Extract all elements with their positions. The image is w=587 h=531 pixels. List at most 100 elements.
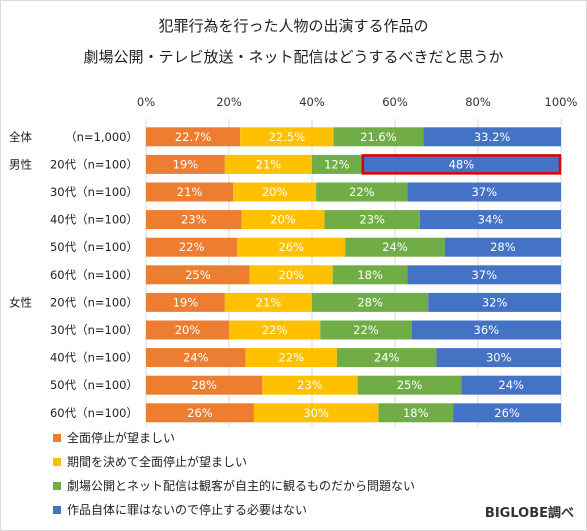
data-label: 25% — [397, 378, 423, 392]
bar-segment — [249, 265, 333, 285]
data-label: 24% — [382, 240, 408, 254]
data-label: 28% — [191, 378, 217, 392]
legend-label: 期間を決めて全面停止が望ましい — [67, 454, 247, 469]
bar-segment — [332, 265, 408, 285]
bar-segment — [245, 348, 337, 368]
bar-segment — [419, 210, 561, 230]
data-label: 37% — [471, 268, 497, 282]
data-label: 22% — [349, 185, 375, 199]
data-label: 48% — [449, 157, 475, 171]
data-label: 23% — [359, 213, 385, 227]
data-label: 33.2% — [474, 130, 511, 144]
bar-segment — [444, 237, 561, 257]
bar-segment — [229, 320, 321, 340]
legend-label: 作品自体に罪はないので停止する必要はない — [67, 502, 307, 517]
bar-segment — [146, 348, 246, 368]
data-label: 20% — [278, 268, 304, 282]
data-label: 26% — [187, 406, 213, 420]
bar-segment — [411, 320, 561, 340]
data-label: 26% — [494, 406, 520, 420]
x-tick-label: 80% — [465, 95, 491, 109]
data-label: 18% — [403, 406, 429, 420]
data-label: 22% — [353, 323, 379, 337]
row-label: 30代（n=100） — [50, 323, 138, 337]
data-label: 22% — [262, 323, 288, 337]
bar-segment — [407, 265, 561, 285]
bar-segment — [345, 237, 445, 257]
bar-segment — [324, 210, 420, 230]
data-label: 37% — [471, 185, 497, 199]
data-label: 20% — [175, 323, 201, 337]
legend-swatch — [53, 434, 61, 442]
data-label: 22.7% — [175, 130, 212, 144]
bar-segment — [312, 154, 362, 174]
data-label: 21% — [256, 157, 282, 171]
data-label: 20% — [270, 213, 296, 227]
highlight-box — [361, 154, 562, 175]
bar-segment — [233, 182, 317, 202]
data-label: 21.6% — [360, 130, 397, 144]
row-label: 40代（n=100） — [50, 351, 138, 365]
data-label: 30% — [486, 351, 512, 365]
data-label: 24% — [183, 351, 209, 365]
data-label: 22% — [278, 351, 304, 365]
data-label: 21% — [256, 295, 282, 309]
data-label: 26% — [278, 240, 304, 254]
data-label: 23% — [297, 378, 323, 392]
data-label: 18% — [357, 268, 383, 282]
bar-segment — [146, 127, 241, 147]
bar-segment — [407, 182, 561, 202]
bar-segment — [453, 403, 561, 423]
legend-swatch — [53, 482, 61, 490]
bar-segment — [146, 154, 225, 174]
bar-segment — [146, 237, 238, 257]
x-tick-label: 0% — [137, 95, 155, 109]
data-label: 32% — [482, 295, 508, 309]
data-label: 19% — [173, 157, 199, 171]
bar-segment — [224, 154, 312, 174]
row-label: 60代（n=100） — [50, 268, 138, 282]
bar-segment — [146, 403, 254, 423]
x-tick-label: 100% — [545, 95, 578, 109]
data-label: 20% — [262, 185, 288, 199]
data-label: 24% — [374, 351, 400, 365]
row-label: 40代（n=100） — [50, 213, 138, 227]
row-label: 30代（n=100） — [50, 185, 138, 199]
bar-segment — [240, 127, 334, 147]
x-tick-label: 60% — [382, 95, 408, 109]
bar-segment — [320, 320, 412, 340]
bar-segment — [336, 348, 437, 368]
bar-segment — [436, 348, 561, 368]
chart-title-line-1: 犯罪行為を行った人物の出演する作品の — [158, 17, 429, 35]
row-label: （n=1,000） — [65, 130, 138, 144]
data-label: 28% — [357, 295, 383, 309]
data-label: 36% — [474, 323, 500, 337]
bar-segment — [316, 182, 408, 202]
data-label: 19% — [173, 295, 199, 309]
bar-segment — [146, 210, 242, 230]
bar-segment — [146, 320, 229, 340]
data-label: 22.5% — [269, 130, 306, 144]
row-label: 20代（n=100） — [50, 157, 138, 171]
bar-segment — [333, 127, 424, 147]
legend-swatch — [53, 458, 61, 466]
row-group-label: 男性 — [9, 157, 32, 171]
row-label: 20代（n=100） — [50, 295, 138, 309]
credit-label: BIGLOBE調べ — [485, 505, 574, 521]
legend-label: 全面停止が望ましい — [67, 430, 175, 445]
legend-swatch — [53, 506, 61, 514]
bar-segment — [146, 375, 263, 395]
bar-segment — [146, 265, 250, 285]
data-label: 30% — [303, 406, 329, 420]
row-group-label: 全体 — [9, 130, 32, 144]
bar-segment — [357, 375, 462, 395]
data-label: 21% — [177, 185, 203, 199]
row-label: 50代（n=100） — [50, 240, 138, 254]
data-label: 22% — [179, 240, 205, 254]
bar-segment — [237, 237, 346, 257]
bar-segment — [428, 292, 561, 312]
data-label: 23% — [181, 213, 207, 227]
row-group-label: 女性 — [9, 295, 32, 309]
bar-segment — [423, 127, 561, 147]
